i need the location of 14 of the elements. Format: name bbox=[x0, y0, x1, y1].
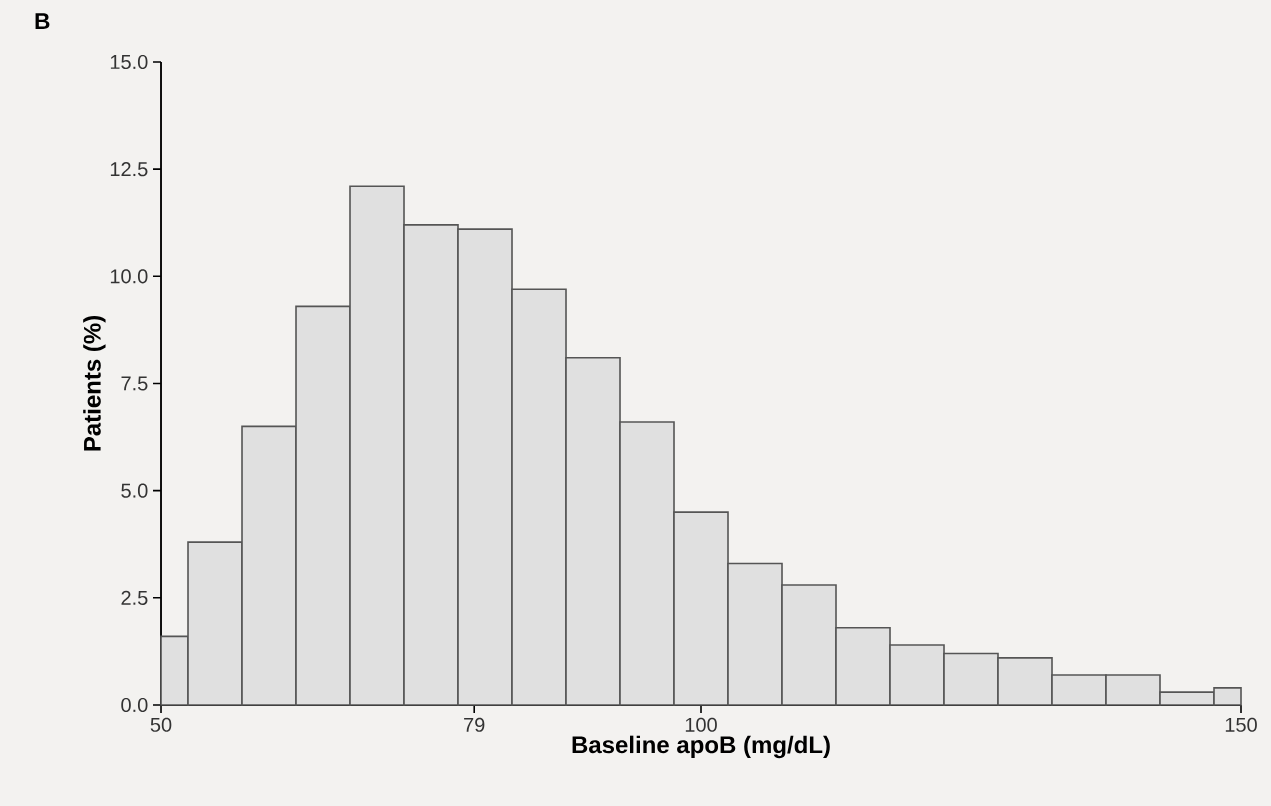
x-tick-label: 100 bbox=[685, 717, 717, 732]
y-tick-label: 15.0 bbox=[110, 54, 148, 70]
y-tick-label: 0.0 bbox=[121, 697, 148, 713]
y-tick-label: 12.5 bbox=[110, 162, 148, 177]
x-axis-title: Baseline apoB (mg/dL) bbox=[572, 735, 830, 759]
y-axis-title: Patients (%) bbox=[83, 316, 106, 451]
x-tick-label: 50 bbox=[150, 717, 172, 732]
x-tick-label: 150 bbox=[1225, 717, 1257, 732]
y-tick-label: 2.5 bbox=[121, 590, 148, 605]
x-tick-label: 79 bbox=[464, 717, 485, 732]
text: B bbox=[35, 13, 50, 29]
y-tick-label: 5.0 bbox=[121, 483, 148, 498]
y-tick-label: 7.5 bbox=[121, 376, 148, 391]
y-tick-label: 10.0 bbox=[110, 269, 148, 284]
